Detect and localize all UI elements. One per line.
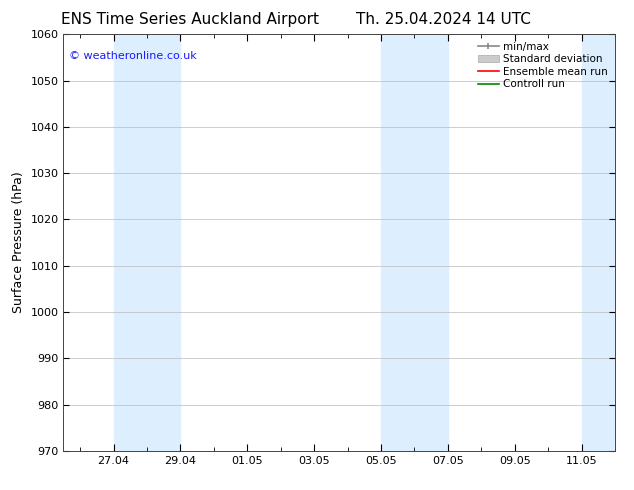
Legend: min/max, Standard deviation, Ensemble mean run, Controll run: min/max, Standard deviation, Ensemble me…	[474, 37, 612, 94]
Y-axis label: Surface Pressure (hPa): Surface Pressure (hPa)	[12, 172, 25, 314]
Text: ENS Time Series Auckland Airport: ENS Time Series Auckland Airport	[61, 12, 319, 27]
Bar	[581, 34, 615, 451]
Text: Th. 25.04.2024 14 UTC: Th. 25.04.2024 14 UTC	[356, 12, 531, 27]
Bar	[113, 34, 181, 451]
Text: © weatheronline.co.uk: © weatheronline.co.uk	[69, 51, 197, 61]
Bar	[381, 34, 448, 451]
